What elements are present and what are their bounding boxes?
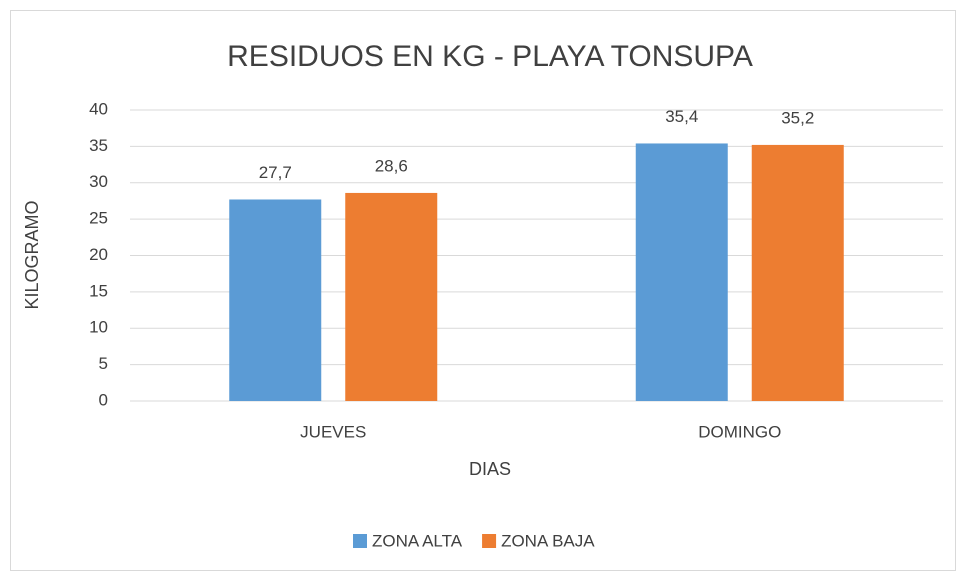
legend-swatch bbox=[482, 534, 497, 548]
bar bbox=[751, 144, 844, 402]
bar bbox=[635, 143, 728, 401]
legend-label: ZONA BAJA bbox=[501, 531, 595, 550]
y-tick-label: 40 bbox=[89, 99, 108, 118]
y-axis-label: KILOGRAMO bbox=[22, 200, 42, 309]
bar bbox=[229, 199, 322, 401]
x-axis-label: DIAS bbox=[469, 459, 511, 479]
legend-label: ZONA ALTA bbox=[372, 531, 463, 550]
y-tick-label: 15 bbox=[89, 281, 108, 300]
y-tick-label: 5 bbox=[99, 354, 108, 373]
x-tick-label: JUEVES bbox=[300, 422, 366, 441]
y-tick-label: 10 bbox=[89, 318, 108, 337]
data-label: 28,6 bbox=[375, 156, 408, 175]
legend-swatch bbox=[353, 534, 367, 548]
y-tick-label: 0 bbox=[99, 390, 108, 409]
y-tick-label: 35 bbox=[89, 136, 108, 155]
data-label: 35,2 bbox=[781, 108, 814, 127]
y-tick-label: 25 bbox=[89, 209, 108, 228]
data-label: 35,4 bbox=[665, 107, 698, 126]
data-label: 27,7 bbox=[259, 163, 292, 182]
x-tick-label: DOMINGO bbox=[698, 422, 781, 441]
y-tick-label: 20 bbox=[89, 245, 108, 264]
bar bbox=[345, 192, 438, 401]
chart-title: RESIDUOS EN KG - PLAYA TONSUPA bbox=[227, 40, 753, 73]
y-tick-label: 30 bbox=[89, 172, 108, 191]
